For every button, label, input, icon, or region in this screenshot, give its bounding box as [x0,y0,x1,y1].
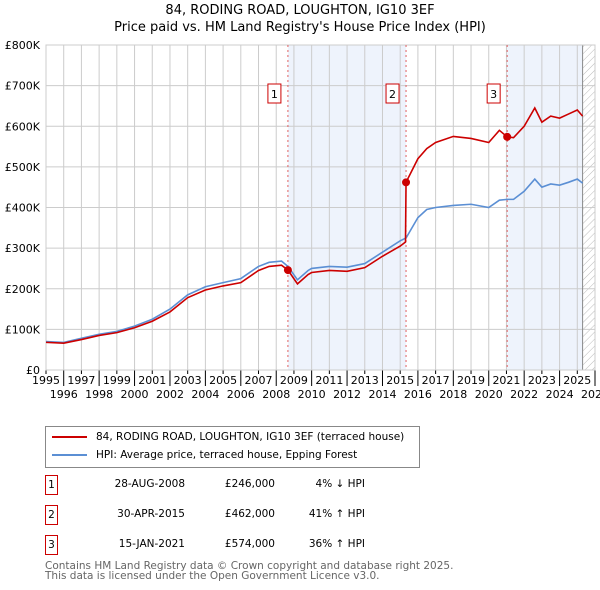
sale-price: £246,000 [224,478,275,490]
y-tick-label: £500K [5,161,41,174]
x-tick-label: 1999 [103,374,131,387]
x-tick-label: 1997 [67,374,95,387]
x-tick-label: 2017 [422,374,450,387]
sale-date: 28-AUG-2008 [114,478,185,490]
sale-marker-box [486,83,501,104]
x-tick-label: 2025 [563,374,591,387]
x-tick-label: 2020 [475,388,503,401]
x-tick-label: 2024 [546,388,574,401]
sale-point [283,266,292,275]
x-tick-label: 2010 [298,388,326,401]
sale-marker-label: 1 [45,475,58,495]
legend-swatch-blue [52,454,87,456]
sale-point [503,132,512,141]
legend-item-property: 84, RODING ROAD, LOUGHTON, IG10 3EF (ter… [52,431,404,443]
sale-marker-label: 3 [490,88,497,101]
x-tick-label: 2006 [227,388,255,401]
x-tick-label: 2015 [386,374,414,387]
x-tick-label: 2014 [368,388,396,401]
sale-price: £574,000 [224,538,275,550]
x-tick-label: 2003 [174,374,202,387]
table-row: 3 15-JAN-2021 £574,000 36% ↑ HPI [45,535,445,555]
x-tick-label: 2018 [439,388,467,401]
x-tick-label: 2022 [510,388,538,401]
x-tick-label: 2012 [333,388,361,401]
y-tick-label: £300K [5,242,41,255]
x-tick-label: 2019 [457,374,485,387]
chart-subtitle: Price paid vs. HM Land Registry's House … [114,20,486,35]
x-tick-label: 2021 [492,374,520,387]
x-tick-label: 2002 [156,388,184,401]
x-tick-label: 1996 [50,388,78,401]
x-tick-label: 2000 [121,388,149,401]
legend-label: 84, RODING ROAD, LOUGHTON, IG10 3EF (ter… [96,431,405,443]
x-tick-label: 2013 [351,374,379,387]
legend: 84, RODING ROAD, LOUGHTON, IG10 3EF (ter… [45,426,420,468]
sale-marker-label: 3 [45,535,58,555]
price-chart: 1995199619971998199920002001200220032004… [5,39,600,401]
y-tick-label: £200K [5,283,41,296]
sale-marker-box [267,83,282,104]
x-tick-label: 1995 [32,374,60,387]
sale-hpi-diff: 4% ↓ HPI [315,478,365,490]
sale-marker-label: 1 [271,88,278,101]
y-tick-label: £400K [5,202,41,215]
x-tick-label: 2011 [315,374,343,387]
sale-marker-label: 2 [45,505,58,525]
legend-item-hpi: HPI: Average price, terraced house, Eppi… [52,449,357,461]
x-tick-label: 2005 [209,374,237,387]
footer: Contains HM Land Registry data © Crown c… [45,560,454,582]
chart-title: 84, RODING ROAD, LOUGHTON, IG10 3EF [165,3,435,18]
legend-swatch-red [52,436,87,438]
sale-hpi-diff: 36% ↑ HPI [308,538,365,550]
table-row: 2 30-APR-2015 £462,000 41% ↑ HPI [45,505,445,525]
sale-point [402,178,411,187]
x-tick-label: 2001 [138,374,166,387]
y-tick-label: £100K [5,323,41,336]
plot-frame [45,44,596,371]
x-tick-label: 2016 [404,388,432,401]
x-tick-label: 2004 [191,388,219,401]
footer-copyright: Contains HM Land Registry data © Crown c… [45,560,454,572]
x-tick-label: 2023 [528,374,556,387]
x-tick-label: 2008 [262,388,290,401]
sale-price: £462,000 [224,508,275,520]
y-tick-label: £600K [5,120,41,133]
x-tick-label: 2009 [280,374,308,387]
property-price-line [45,106,584,344]
sale-hpi-diff: 41% ↑ HPI [308,508,365,520]
y-tick-label: £0 [26,364,40,377]
x-tick-label: 2026 [581,388,600,401]
x-tick-label: 1998 [85,388,113,401]
x-tick-label: 2007 [245,374,273,387]
sale-date: 15-JAN-2021 [118,538,185,550]
hpi-line [45,177,584,344]
sale-date: 30-APR-2015 [117,508,185,520]
sale-marker-label: 2 [389,88,396,101]
legend-label: HPI: Average price, terraced house, Eppi… [96,449,358,461]
table-row: 1 28-AUG-2008 £246,000 4% ↓ HPI [45,475,445,495]
y-tick-label: £800K [5,39,41,52]
footer-licence: This data is licensed under the Open Gov… [45,570,380,582]
y-tick-label: £700K [5,80,41,93]
sale-marker-box [385,83,400,104]
